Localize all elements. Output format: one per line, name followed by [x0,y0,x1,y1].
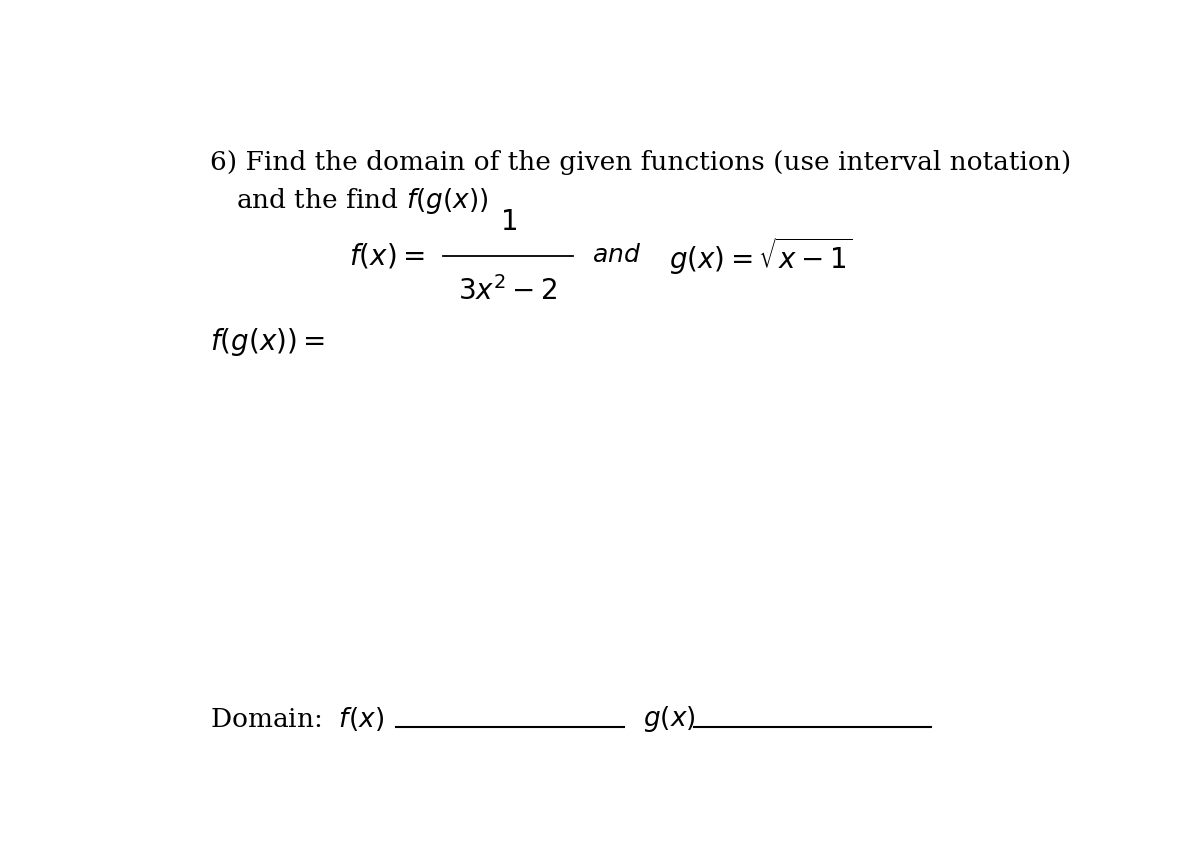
Text: $g(x)$: $g(x)$ [643,703,696,734]
Text: $1$: $1$ [499,209,516,236]
Text: $f(x) =$: $f(x) =$ [349,241,425,270]
Text: $\mathit{and}$: $\mathit{and}$ [592,245,641,267]
Text: Domain:  $f(x)$: Domain: $f(x)$ [210,704,384,733]
Text: 6) Find the domain of the given functions (use interval notation): 6) Find the domain of the given function… [210,150,1072,175]
Text: and the find $f(g(x))$: and the find $f(g(x))$ [235,186,488,216]
Text: $f(g(x)) =$: $f(g(x)) =$ [210,326,325,358]
Text: $3x^2 - 2$: $3x^2 - 2$ [458,276,558,306]
Text: $g(x) = \sqrt{x-1}$: $g(x) = \sqrt{x-1}$ [668,235,852,276]
